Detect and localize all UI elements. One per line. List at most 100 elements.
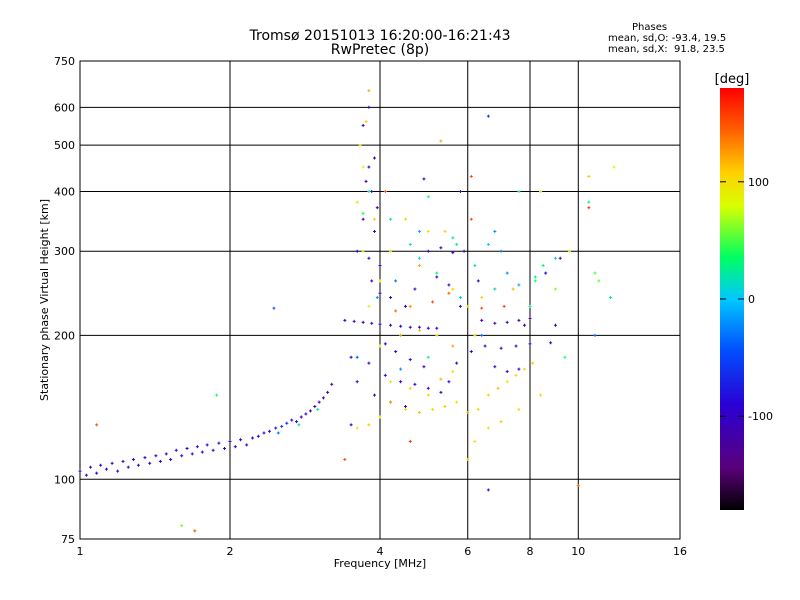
data-point: [389, 380, 393, 384]
data-point: [544, 271, 548, 275]
data-point: [373, 393, 377, 397]
data-point: [403, 217, 407, 221]
data-point: [256, 434, 260, 438]
data-point: [95, 471, 99, 475]
data-point: [451, 251, 455, 255]
data-point: [383, 342, 387, 346]
data-point: [389, 296, 393, 300]
data-point: [426, 326, 430, 330]
data-point: [466, 457, 470, 461]
data-point: [349, 423, 353, 427]
data-point: [426, 249, 430, 253]
data-point: [361, 320, 365, 324]
data-point: [355, 355, 359, 359]
chart-subtitle: RwPretec (8p): [330, 42, 430, 58]
data-point: [451, 370, 455, 374]
data-point: [480, 333, 484, 337]
data-point: [469, 174, 473, 178]
data-point: [308, 409, 312, 413]
data-point: [361, 211, 365, 215]
colorbar-tick-label: 0: [748, 293, 755, 306]
data-point: [597, 279, 601, 283]
data-point: [528, 304, 532, 308]
data-point: [514, 373, 518, 377]
data-point: [514, 344, 518, 348]
data-point: [486, 488, 490, 492]
data-point: [367, 165, 371, 169]
data-point: [451, 236, 455, 240]
data-point: [505, 380, 509, 384]
data-point: [399, 324, 403, 328]
data-point: [361, 123, 365, 127]
data-point: [367, 89, 371, 93]
data-point: [267, 429, 271, 433]
data-point: [297, 423, 301, 427]
data-point: [185, 446, 189, 450]
data-point: [455, 242, 459, 246]
data-point: [553, 323, 557, 327]
data-point: [587, 174, 591, 178]
data-point: [228, 439, 232, 443]
colorbar-ticks: 100 0 -100: [720, 176, 773, 423]
data-point: [361, 165, 365, 169]
data-point: [233, 445, 237, 449]
data-point: [473, 333, 477, 337]
data-point: [367, 423, 371, 427]
data-point: [451, 344, 455, 348]
chart-title: Tromsø 20151013 16:20:00-16:21:43: [249, 28, 511, 44]
data-point: [217, 441, 221, 445]
data-point: [378, 415, 382, 419]
data-point: [343, 318, 347, 322]
data-point: [313, 404, 317, 408]
data-point: [486, 393, 490, 397]
x-tick-label: 8: [527, 545, 534, 558]
data-point: [154, 454, 158, 458]
data-point: [158, 459, 162, 463]
data-point: [290, 418, 294, 422]
data-point: [517, 189, 521, 193]
phase-stats-x: mean, sd,X: 91.8, 23.5: [608, 44, 725, 55]
data-point: [469, 217, 473, 221]
data-point: [211, 448, 215, 452]
data-point: [174, 448, 178, 452]
data-point: [493, 321, 497, 325]
data-point: [435, 326, 439, 330]
y-tick-label: 300: [54, 245, 75, 258]
data-point: [389, 217, 393, 221]
data-point: [383, 189, 387, 193]
data-point: [375, 206, 379, 210]
data-point: [193, 529, 197, 533]
data-point: [531, 361, 535, 365]
data-point: [245, 443, 249, 447]
data-point: [389, 400, 393, 404]
data-point: [84, 473, 88, 477]
data-point: [447, 291, 451, 295]
data-point: [439, 390, 443, 394]
data-point: [378, 291, 382, 295]
data-point: [110, 461, 114, 465]
y-tick-label: 75: [61, 533, 75, 546]
data-point: [99, 463, 103, 467]
data-point: [486, 114, 490, 118]
data-point: [143, 456, 147, 460]
data-point: [567, 249, 571, 253]
x-tick-label: 10: [571, 545, 585, 558]
colorbar-tick-label: -100: [748, 410, 773, 423]
data-point: [180, 524, 184, 528]
x-gridlines: [229, 61, 579, 539]
y-axis-label: Stationary phase Virtual Height [km]: [38, 199, 51, 401]
data-point: [375, 296, 379, 300]
data-point: [389, 323, 393, 327]
data-point: [593, 333, 597, 337]
x-tick-labels: 1 2 4 6 8 10 16: [77, 545, 688, 558]
data-point: [205, 443, 209, 447]
data-point: [349, 355, 353, 359]
data-point: [499, 420, 503, 424]
data-point: [399, 367, 403, 371]
data-point: [408, 358, 412, 362]
data-point: [466, 410, 470, 414]
y-tick-label: 500: [54, 139, 75, 152]
data-points: [78, 89, 616, 533]
data-point: [486, 242, 490, 246]
data-point: [394, 309, 398, 313]
